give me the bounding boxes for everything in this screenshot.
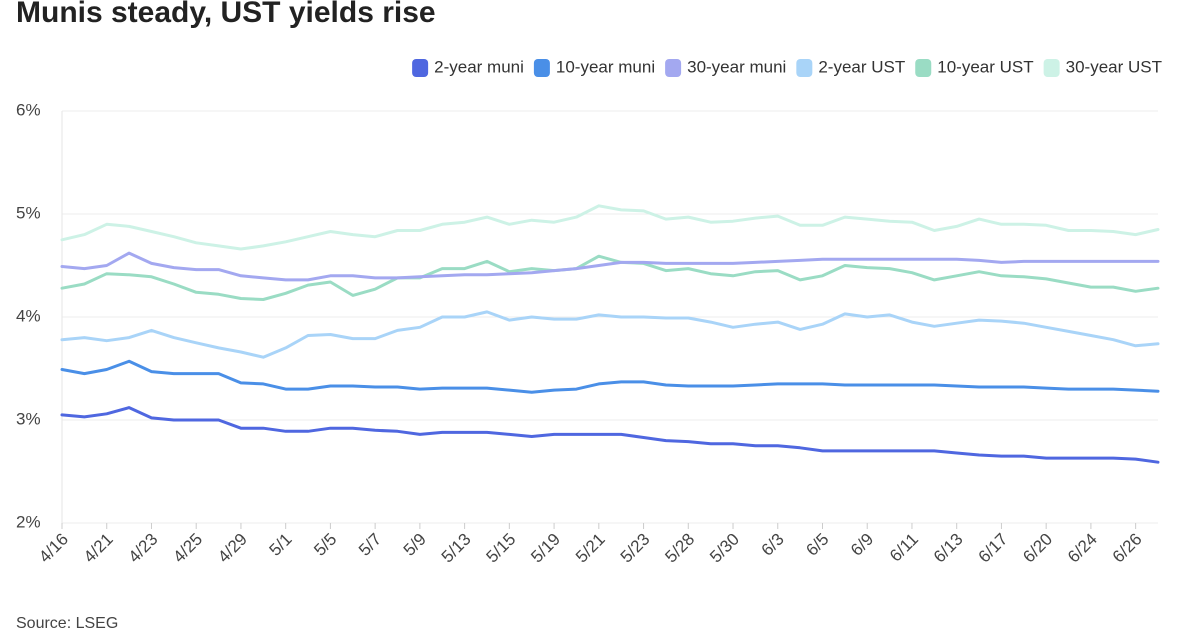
legend-label: 10-year UST: [937, 57, 1033, 76]
x-tick-label: 4/29: [214, 530, 251, 567]
legend-swatch: [796, 59, 813, 77]
series-line: [60, 251, 1160, 282]
legend-swatch: [533, 59, 550, 77]
legend-label: 30-year muni: [687, 57, 786, 76]
legend-swatch: [915, 59, 932, 77]
x-tick-label: 5/19: [527, 530, 564, 567]
chart-title: Munis steady, UST yields rise: [16, 0, 436, 29]
y-tick-label: 4%: [16, 306, 41, 325]
y-tick-label: 6%: [16, 100, 41, 119]
x-tick-label: 6/24: [1064, 530, 1101, 567]
legend-label: 2-year UST: [818, 57, 905, 76]
x-tick-label: 5/30: [706, 530, 743, 567]
series-line: [60, 254, 1160, 301]
x-tick-label: 6/9: [847, 530, 877, 560]
x-tick-label: 6/11: [886, 530, 922, 566]
y-tick-label: 3%: [16, 409, 41, 428]
legend-swatch: [412, 59, 429, 77]
y-tick-label: 5%: [16, 203, 41, 222]
legend-label: 10-year muni: [556, 57, 655, 76]
x-tick-label: 5/5: [310, 530, 340, 560]
x-tick-label: 6/17: [975, 530, 1012, 567]
x-tick-label: 4/23: [125, 530, 162, 567]
series-line: [60, 310, 1160, 359]
legend: 2-year muni 10-year muni 30-year muni 2-yea…: [412, 57, 1162, 77]
legend-label: 2-year muni: [434, 57, 524, 76]
x-tick-label: 5/9: [400, 530, 430, 560]
legend-swatch: [1043, 59, 1060, 77]
series-line: [60, 204, 1160, 251]
x-tick-label: 6/5: [802, 530, 832, 560]
legend-swatch: [665, 59, 682, 77]
x-tick-label: 5/23: [617, 530, 654, 567]
x-tick-label: 5/13: [438, 530, 475, 567]
x-tick-label: 6/13: [930, 530, 967, 567]
x-tick-label: 4/25: [169, 530, 206, 567]
legend-label: 30-year UST: [1066, 57, 1162, 76]
x-tick-label: 5/1: [266, 530, 296, 560]
x-tick-label: 5/7: [355, 530, 385, 560]
x-tick-label: 4/21: [80, 530, 117, 567]
series-line: [60, 359, 1160, 394]
x-tick-label: 5/21: [572, 530, 609, 567]
x-tick-label: 5/28: [661, 530, 698, 567]
x-tick-label: 6/3: [758, 530, 788, 560]
x-tick-label: 5/15: [483, 530, 520, 567]
x-tick-label: 4/16: [35, 530, 72, 567]
x-tick-label: 6/20: [1019, 530, 1056, 567]
x-tick-label: 6/26: [1109, 530, 1146, 567]
series-line: [60, 406, 1160, 464]
source-note: Source: LSEG: [16, 615, 118, 630]
y-tick-label: 2%: [16, 512, 41, 531]
